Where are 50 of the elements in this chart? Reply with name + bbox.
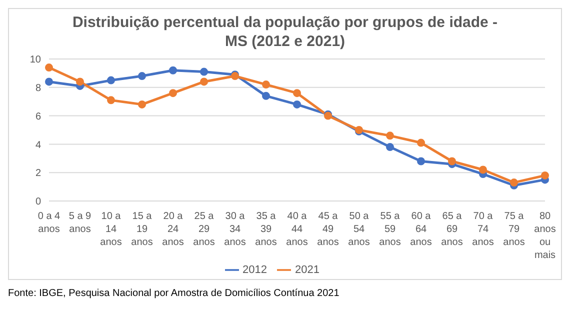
y-tick-label: 0 [35, 196, 42, 208]
point [107, 96, 115, 104]
x-tick-label: 5 a 9 anos [68, 211, 92, 235]
point [386, 143, 394, 152]
point [138, 100, 146, 108]
x-tick-label: 40 a 44 anos [286, 211, 308, 248]
point [138, 72, 146, 80]
x-tick-label: 65 a 69 anos [441, 211, 463, 248]
point [200, 68, 208, 76]
point [107, 76, 115, 84]
x-tick-label: 15 a 19 anos [131, 211, 153, 248]
point [45, 78, 53, 86]
x-tick-label: 10 a 14 anos [100, 211, 122, 248]
x-tick-label: 80 anos ou mais [534, 211, 556, 261]
point [200, 78, 208, 86]
y-tick-label: 8 [35, 82, 42, 94]
point [262, 92, 270, 100]
y-tick-label: 4 [35, 140, 42, 151]
point [448, 157, 456, 166]
point [479, 166, 487, 174]
y-tick-label: 2 [35, 168, 42, 180]
x-tick-label: 25 a 29 anos [193, 211, 215, 248]
source-note: Fonte: IBGE, Pesquisa Nacional por Amostra de Domicílios Contínua 2021 [8, 288, 340, 299]
point [169, 66, 177, 74]
legend-label: 2021 [295, 264, 320, 276]
x-tick-label: 70 a 74 anos [472, 211, 494, 248]
point [510, 178, 518, 187]
y-tick-label: 6 [35, 111, 42, 122]
point [293, 89, 301, 98]
point [541, 171, 549, 180]
point [417, 157, 425, 166]
point [45, 64, 53, 72]
point [169, 89, 177, 98]
x-tick-label: 50 a 54 anos [348, 211, 370, 248]
x-tick-label: 35 a 39 anos [255, 211, 277, 248]
x-tick-label: 30 a 34 anos [224, 211, 246, 248]
point [76, 78, 84, 86]
point [262, 80, 270, 89]
point [293, 100, 301, 108]
legend-label: 2012 [242, 264, 267, 276]
x-tick-label: 45 a 49 anos [317, 211, 339, 248]
x-tick-label: 75 a 79 anos [503, 211, 525, 248]
y-tick-label: 10 [30, 54, 42, 66]
x-tick-label: 20 a 24 anos [162, 211, 184, 248]
x-tick-label: 60 a 64 anos [410, 211, 432, 248]
point [386, 132, 394, 140]
point [417, 138, 425, 147]
x-tick-label: 55 a 59 anos [379, 211, 401, 248]
chart-title: Distribuição percentual da população por grupos de idade - MS (2012 e 2021) [71, 13, 499, 51]
x-tick-label: 0 a 4 anos [38, 211, 61, 235]
